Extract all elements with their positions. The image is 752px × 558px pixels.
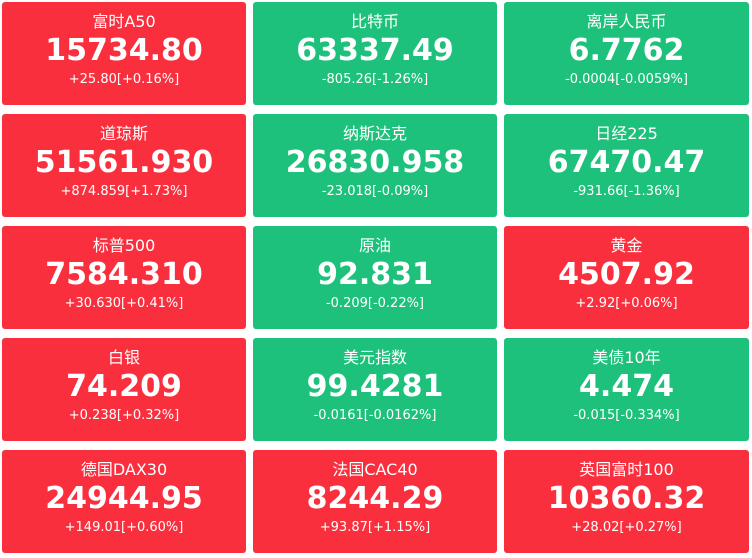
quote-tile[interactable]: 德国DAX30 24944.95 +149.01[+0.60%] <box>2 450 246 553</box>
quote-name: 日经225 <box>595 124 658 143</box>
quote-name: 法国CAC40 <box>332 460 418 479</box>
quote-change: -805.26[-1.26%] <box>321 72 429 87</box>
quote-tile[interactable]: 比特币 63337.49 -805.26[-1.26%] <box>253 2 497 105</box>
quote-price: 26830.958 <box>285 145 465 180</box>
quote-change: -23.018[-0.09%] <box>321 184 429 199</box>
quote-name: 道琼斯 <box>99 124 148 143</box>
quote-price: 99.4281 <box>306 369 444 404</box>
quote-tile[interactable]: 富时A50 15734.80 +25.80[+0.16%] <box>2 2 246 105</box>
quote-price: 51561.930 <box>34 145 214 180</box>
quote-tile[interactable]: 离岸人民币 6.7762 -0.0004[-0.0059%] <box>504 2 749 105</box>
quote-change: +2.92[+0.06%] <box>575 296 678 311</box>
quote-tile[interactable]: 标普500 7584.310 +30.630[+0.41%] <box>2 226 246 329</box>
quote-tile[interactable]: 英国富时100 10360.32 +28.02[+0.27%] <box>504 450 749 553</box>
quote-tile[interactable]: 白银 74.209 +0.238[+0.32%] <box>2 338 246 441</box>
quote-change: +874.859[+1.73%] <box>60 184 188 199</box>
quote-change: -0.209[-0.22%] <box>325 296 425 311</box>
quote-name: 美债10年 <box>592 348 661 367</box>
quote-name: 英国富时100 <box>579 460 674 479</box>
quote-name: 离岸人民币 <box>586 12 667 31</box>
quote-price: 63337.49 <box>296 33 454 68</box>
quote-name: 黄金 <box>610 236 643 255</box>
quote-price: 8244.29 <box>306 481 444 516</box>
quote-price: 74.209 <box>66 369 182 404</box>
quote-tile[interactable]: 日经225 67470.47 -931.66[-1.36%] <box>504 114 749 217</box>
quote-price: 67470.47 <box>547 145 706 180</box>
quote-change: +30.630[+0.41%] <box>64 296 184 311</box>
quote-tile[interactable]: 美债10年 4.474 -0.015[-0.334%] <box>504 338 749 441</box>
quote-change: -931.66[-1.36%] <box>573 184 680 199</box>
quote-name: 白银 <box>107 348 140 367</box>
quote-change: -0.015[-0.334%] <box>573 408 680 423</box>
quote-name: 德国DAX30 <box>80 460 168 479</box>
quote-name: 富时A50 <box>92 12 156 31</box>
quote-name: 标普500 <box>92 236 156 255</box>
quote-tile[interactable]: 黄金 4507.92 +2.92[+0.06%] <box>504 226 749 329</box>
quote-change: +25.80[+0.16%] <box>68 72 180 87</box>
quote-tile[interactable]: 道琼斯 51561.930 +874.859[+1.73%] <box>2 114 246 217</box>
quote-name: 纳斯达克 <box>342 124 407 143</box>
quote-change: +93.87[+1.15%] <box>319 520 431 535</box>
quote-change: -0.0161[-0.0162%] <box>313 408 437 423</box>
quote-price: 7584.310 <box>45 257 203 292</box>
quote-change: +0.238[+0.32%] <box>68 408 180 423</box>
quote-tile[interactable]: 原油 92.831 -0.209[-0.22%] <box>253 226 497 329</box>
quote-tile[interactable]: 纳斯达克 26830.958 -23.018[-0.09%] <box>253 114 497 217</box>
quote-tile[interactable]: 美元指数 99.4281 -0.0161[-0.0162%] <box>253 338 497 441</box>
quote-change: +149.01[+0.60%] <box>64 520 184 535</box>
quote-price: 4507.92 <box>558 257 695 292</box>
quote-change: +28.02[+0.27%] <box>571 520 682 535</box>
quote-price: 24944.95 <box>45 481 203 516</box>
quote-change: -0.0004[-0.0059%] <box>565 72 688 87</box>
quote-price: 15734.80 <box>45 33 203 68</box>
quote-price: 6.7762 <box>568 33 685 68</box>
quote-price: 92.831 <box>317 257 433 292</box>
quote-tile[interactable]: 法国CAC40 8244.29 +93.87[+1.15%] <box>253 450 497 553</box>
quote-price: 10360.32 <box>547 481 706 516</box>
quote-price: 4.474 <box>579 369 674 404</box>
quote-name: 原油 <box>358 236 391 255</box>
quote-name: 比特币 <box>350 12 399 31</box>
quote-name: 美元指数 <box>342 348 407 367</box>
